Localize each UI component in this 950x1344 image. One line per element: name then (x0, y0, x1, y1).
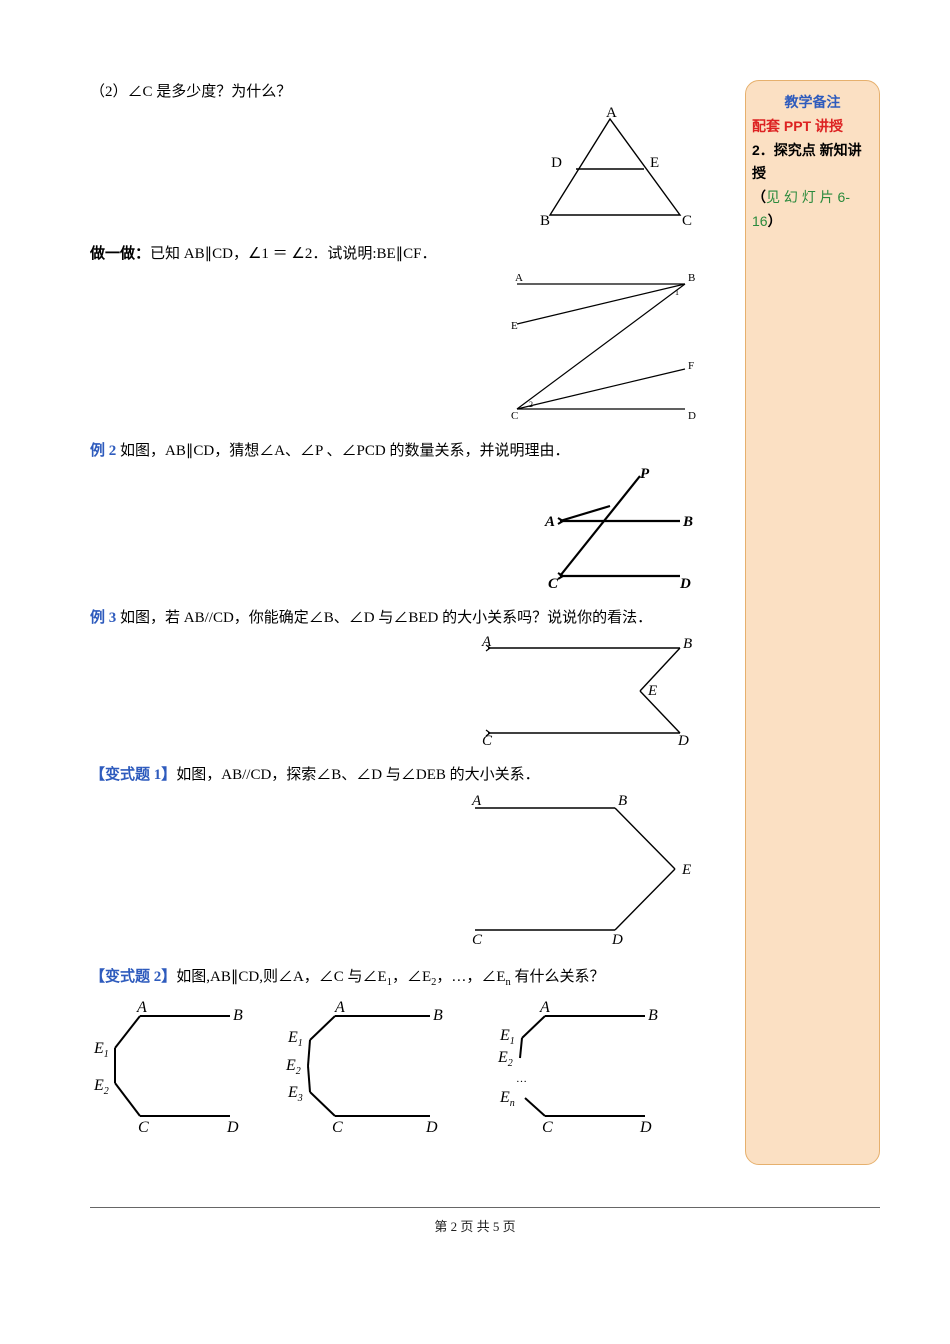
sidebar-line3: （见 幻 灯 片 6-16） (752, 186, 873, 234)
figure-ex2: P A B C D (90, 466, 700, 596)
sidebar-l1b: PPT (784, 118, 815, 134)
page-footer: 第 2 页 共 5 页 (0, 1216, 950, 1265)
lbl-A4: A (471, 793, 482, 809)
f3-E1: E1 (499, 1027, 515, 1047)
lbl-B4: B (618, 793, 627, 809)
lbl-zA: A (515, 272, 523, 284)
lbl-zF: F (688, 360, 694, 372)
var2-label: 【变式题 2】 (90, 969, 176, 985)
sidebar-line2: 2．探究点 新知讲授 (752, 139, 873, 187)
figure-zigzag: 1 2 A B E F C D (90, 269, 700, 429)
lbl-A: A (606, 107, 617, 121)
lbl-E4: E (681, 862, 691, 878)
variant-1: 【变式题 1】如图，AB//CD，探索∠B、∠D 与∠DEB 的大小关系． (90, 763, 700, 784)
sidebar-line1: 配套 PPT 讲授 (752, 115, 873, 139)
lbl-z2: 2 (529, 400, 533, 409)
lbl-z1: 1 (675, 288, 679, 297)
sidebar-l3a: （ (752, 189, 766, 205)
f3-E2: E2 (497, 1049, 513, 1069)
f1-C: C (138, 1119, 149, 1136)
f3-D: D (639, 1119, 652, 1136)
f1-E1: E1 (93, 1040, 109, 1060)
f2-A: A (334, 999, 345, 1016)
lbl-C3: C (482, 733, 493, 748)
lbl-B2: B (682, 514, 693, 530)
f3-En: En (499, 1089, 515, 1109)
ex2-text: 如图，AB∥CD，猜想∠A、∠P 、∠PCD 的数量关系，并说明理由． (120, 443, 569, 459)
figure-triangle: A D E B C (90, 107, 700, 232)
lbl-A3: A (481, 634, 492, 650)
var2-text-d: 有什么关系？ (511, 969, 605, 985)
lbl-B: B (540, 213, 550, 227)
f2-E1: E1 (287, 1029, 303, 1049)
f3-dots: … (516, 1073, 527, 1085)
ex3-label: 例 3 (90, 610, 120, 626)
lbl-C: C (682, 213, 692, 227)
lbl-D3: D (677, 733, 689, 748)
f1-B: B (233, 1007, 243, 1024)
f3-B: B (648, 1007, 658, 1024)
do-text: 已知 AB∥CD，∠1 ＝ ∠2．试说明:BE∥CF． (150, 246, 437, 262)
do-it: 做一做：已知 AB∥CD，∠1 ＝ ∠2．试说明:BE∥CF． (90, 242, 700, 263)
f3-A: A (539, 999, 550, 1016)
do-label: 做一做： (90, 246, 150, 262)
f2-C: C (332, 1119, 343, 1136)
f2-E3: E3 (287, 1084, 303, 1104)
sidebar-note: 教学备注 配套 PPT 讲授 2．探究点 新知讲授 （见 幻 灯 片 6-16） (745, 80, 880, 1165)
f2-B: B (433, 1007, 443, 1024)
example-3: 例 3 如图，若 AB//CD，你能确定∠B、∠D 与∠BED 的大小关系吗？说… (90, 606, 700, 627)
example-2: 例 2 如图，AB∥CD，猜想∠A、∠P 、∠PCD 的数量关系，并说明理由． (90, 439, 700, 460)
sidebar-l1a: 配套 (752, 118, 784, 134)
variant-2: 【变式题 2】如图,AB∥CD,则∠A，∠C 与∠E1，∠E2，…，∠En 有什… (90, 965, 700, 988)
lbl-zE: E (511, 320, 518, 332)
lbl-zB: B (688, 272, 695, 284)
lbl-D4: D (611, 932, 623, 948)
lbl-C2: C (548, 576, 559, 591)
f2-D: D (425, 1119, 438, 1136)
f3-C: C (542, 1119, 553, 1136)
lbl-D: D (551, 155, 562, 171)
question-2: （2）∠C 是多少度？为什么？ (90, 80, 700, 101)
figure-ex3: A B E C D (90, 633, 700, 753)
var2-text-c: ，…，∠E (436, 969, 505, 985)
f1-D: D (226, 1119, 239, 1136)
lbl-D2: D (679, 576, 691, 591)
lbl-C4: C (472, 932, 483, 948)
sidebar-l3c: ） (768, 213, 782, 229)
lbl-E3: E (647, 683, 657, 699)
f2-E2: E2 (285, 1057, 301, 1077)
ex3-text: 如图，若 AB//CD，你能确定∠B、∠D 与∠BED 的大小关系吗？说说你的看… (120, 610, 652, 626)
f1-E2: E2 (93, 1077, 109, 1097)
sidebar-title: 教学备注 (752, 91, 873, 115)
var2-text-a: 如图,AB∥CD,则∠A，∠C 与∠E (176, 969, 386, 985)
lbl-E: E (650, 155, 659, 171)
ex2-label: 例 2 (90, 443, 120, 459)
figure-var2-row: A B E1 E2 C D (90, 998, 700, 1143)
lbl-P: P (640, 466, 650, 482)
sidebar-l1c: 讲授 (815, 118, 843, 134)
lbl-B3: B (683, 636, 692, 652)
var1-text: 如图，AB//CD，探索∠B、∠D 与∠DEB 的大小关系． (176, 767, 539, 783)
var2-text-b: ，∠E (392, 969, 431, 985)
footer-rule (90, 1207, 880, 1208)
lbl-A2: A (544, 514, 555, 530)
f1-A: A (136, 999, 147, 1016)
lbl-zC: C (511, 410, 518, 422)
lbl-zD: D (688, 410, 696, 422)
var1-label: 【变式题 1】 (90, 767, 176, 783)
figure-var1: A B E C D (90, 790, 700, 955)
